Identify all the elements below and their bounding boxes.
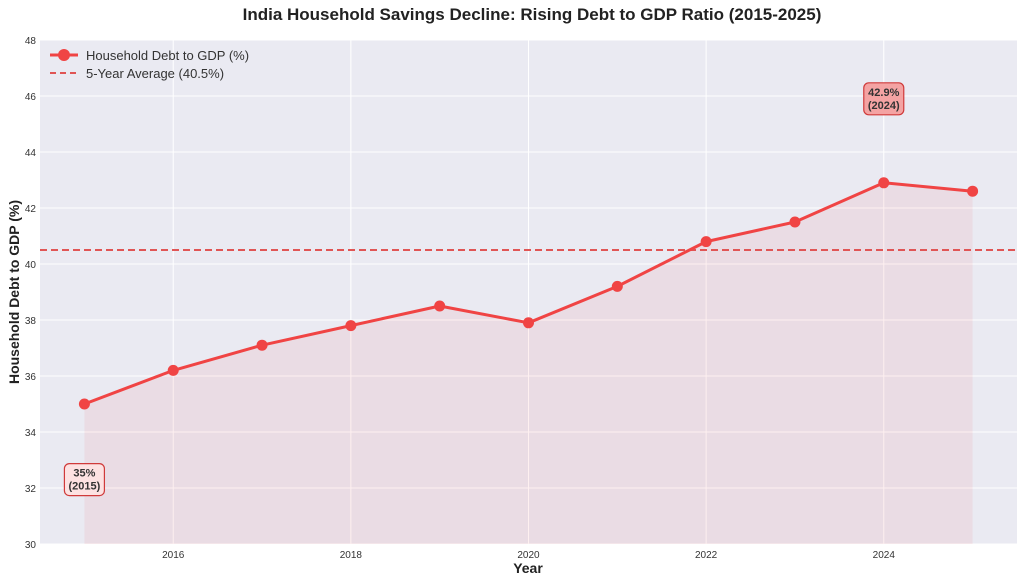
data-point bbox=[167, 364, 179, 376]
grid bbox=[40, 39, 1017, 545]
y-tick-label: 38 bbox=[25, 316, 37, 327]
y-tick-label: 32 bbox=[25, 484, 37, 495]
data-point bbox=[700, 236, 712, 248]
legend-dot-marker bbox=[58, 49, 70, 61]
data-point bbox=[434, 300, 446, 312]
y-tick-label: 44 bbox=[25, 148, 37, 159]
y-tick-label: 40 bbox=[25, 260, 37, 271]
annotation-box bbox=[863, 82, 905, 116]
series bbox=[78, 177, 979, 410]
data-point bbox=[611, 280, 623, 292]
legend: Household Debt to GDP (%) 5-Year Average… bbox=[50, 48, 249, 81]
x-tick-label: 2022 bbox=[695, 550, 718, 561]
x-tick-label: 2020 bbox=[517, 550, 540, 561]
x-tick-label: 2018 bbox=[340, 550, 363, 561]
annotation-year: (2015) bbox=[69, 481, 101, 493]
area-fill bbox=[84, 182, 973, 545]
annotation-value: 42.9% bbox=[868, 87, 899, 99]
data-point bbox=[967, 185, 979, 197]
data-point bbox=[256, 339, 268, 351]
chart-title: India Household Savings Decline: Rising … bbox=[243, 5, 822, 24]
y-tick-label: 36 bbox=[25, 372, 37, 383]
y-tick-label: 42 bbox=[25, 204, 37, 215]
x-tick-label: 2024 bbox=[873, 550, 896, 561]
annotations: 35%(2015) 42.9%(2024) bbox=[63, 82, 905, 497]
data-point bbox=[345, 320, 357, 332]
data-point bbox=[789, 216, 801, 228]
area-fill-path bbox=[84, 182, 973, 545]
data-point bbox=[78, 398, 90, 410]
legend-label-series: Household Debt to GDP (%) bbox=[86, 48, 249, 63]
x-axis-label: Year bbox=[513, 560, 543, 576]
annotation-value: 35% bbox=[73, 468, 95, 480]
data-point bbox=[523, 317, 534, 329]
x-tick-label: 2016 bbox=[162, 550, 185, 561]
y-tick-label: 34 bbox=[25, 428, 37, 439]
annotation-year: (2024) bbox=[868, 100, 900, 112]
tick-labels: 30 32 34 36 38 40 42 44 46 48 2016 2018 2020 2022 2024 bbox=[25, 36, 895, 561]
y-axis-label: Household Debt to GDP (%) bbox=[6, 200, 22, 384]
data-point bbox=[878, 177, 890, 189]
y-tick-label: 46 bbox=[25, 92, 37, 103]
annotation-box bbox=[63, 463, 106, 497]
y-tick-label: 48 bbox=[25, 36, 37, 47]
legend-label-average: 5-Year Average (40.5%) bbox=[86, 66, 224, 81]
y-tick-label: 30 bbox=[25, 540, 37, 551]
